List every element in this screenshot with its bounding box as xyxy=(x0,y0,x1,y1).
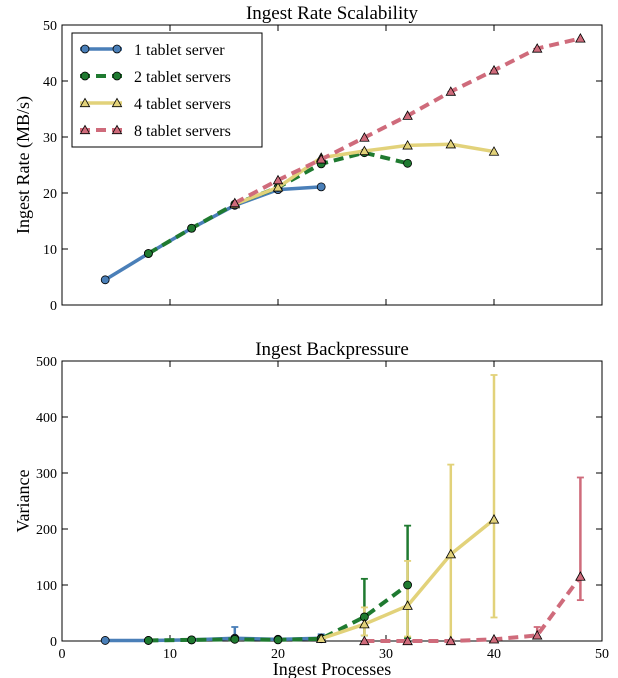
rate-plot-frame xyxy=(61,24,603,306)
rate-8-tablet-servers-point xyxy=(488,64,500,75)
backpressure-x-tick-label: 40 xyxy=(487,647,501,662)
legend-2-tablet-servers-label: 2 tablet servers xyxy=(134,69,231,86)
rate-4-tablet-servers-point xyxy=(272,181,284,192)
backpressure-1-tablet-server-point xyxy=(100,636,110,645)
legend-8-tablet-servers-marker xyxy=(79,124,91,135)
rate-8-tablet-servers-point xyxy=(445,86,457,96)
legend-1-tablet-server-marker xyxy=(80,44,90,54)
legend-4-tablet-servers-marker xyxy=(79,97,91,108)
backpressure-4-tablet-servers-point xyxy=(315,633,327,643)
legend-2-tablet-servers-marker xyxy=(80,71,90,81)
rate-y-tick-label: 20 xyxy=(43,187,57,202)
rate-8-tablet-servers-point xyxy=(272,174,284,185)
backpressure-2-tablet-servers-point xyxy=(230,634,240,644)
rate-8-tablet-servers-point xyxy=(531,43,543,53)
rate-8-tablet-servers-point xyxy=(575,33,586,43)
backpressure-8-tablet-servers-point xyxy=(445,635,457,646)
rate-y-tick-label: 0 xyxy=(50,299,57,314)
backpressure-2-tablet-servers-point xyxy=(143,636,153,645)
backpressure-2-tablet-servers-point xyxy=(273,635,283,645)
rate-2-tablet-servers-point xyxy=(403,158,413,168)
legend-1-tablet-server-marker xyxy=(112,44,122,54)
rate-8-tablet-servers-point xyxy=(359,132,370,142)
backpressure-y-tick-label: 400 xyxy=(36,411,57,426)
backpressure-4-tablet-servers-point xyxy=(359,618,370,629)
rate-1-tablet-server-line xyxy=(104,185,322,282)
backpressure-8-tablet-servers-line xyxy=(364,575,583,643)
backpressure-4-tablet-servers-point xyxy=(402,600,413,610)
rate-y-tick-label: 10 xyxy=(43,243,57,258)
backpressure-x-tick-label: 0 xyxy=(59,647,66,662)
ingest-backpressure-x-axis-label: Ingest Processes xyxy=(273,659,391,678)
backpressure-y-tick-label: 200 xyxy=(36,523,57,538)
backpressure-8-tablet-servers-point xyxy=(402,635,413,646)
backpressure-x-tick-label: 10 xyxy=(163,647,177,662)
rate-8-tablet-servers-point xyxy=(315,153,327,164)
backpressure-x-tick-label: 50 xyxy=(595,647,609,662)
ingest-backpressure-title: Ingest Backpressure xyxy=(255,339,409,360)
legend-2-tablet-servers-marker xyxy=(112,71,122,81)
rate-1-tablet-server-point xyxy=(316,182,326,192)
legend-4-tablet-servers-label: 4 tablet servers xyxy=(134,96,231,113)
backpressure-8-tablet-servers-point xyxy=(488,633,500,644)
backpressure-plot-frame xyxy=(61,360,603,642)
backpressure-4-tablet-servers-point xyxy=(445,548,457,559)
rate-1-tablet-server-point xyxy=(100,275,110,285)
rate-2-tablet-servers-point xyxy=(187,223,197,233)
rate-y-tick-label: 30 xyxy=(43,131,57,146)
rate-8-tablet-servers-point xyxy=(229,197,241,208)
backpressure-y-tick-label: 100 xyxy=(36,579,57,594)
ingest-rate-y-axis-label: Ingest Rate (MB/s) xyxy=(13,96,34,234)
backpressure-y-tick-label: 500 xyxy=(36,355,57,370)
rate-y-tick-label: 50 xyxy=(43,19,57,34)
rate-4-tablet-servers-point xyxy=(359,145,370,156)
rate-8-tablet-servers-point xyxy=(402,110,413,120)
backpressure-y-tick-label: 0 xyxy=(50,635,57,650)
rate-8-tablet-servers-line xyxy=(233,36,581,205)
legend: 1 tablet server 2 tablet servers 4 tablet … xyxy=(71,32,263,148)
rate-y-tick-label: 40 xyxy=(43,75,57,90)
backpressure-x-tick-label: 30 xyxy=(379,647,393,662)
legend-8-tablet-servers-label: 8 tablet servers xyxy=(134,123,231,140)
backpressure-2-tablet-servers-point xyxy=(403,580,413,590)
ingest-rate-title: Ingest Rate Scalability xyxy=(246,3,419,24)
rate-4-tablet-servers-point xyxy=(445,138,457,149)
backpressure-2-tablet-servers-line xyxy=(148,583,409,643)
rate-2-tablet-servers-point xyxy=(143,249,153,258)
backpressure-y-tick-label: 300 xyxy=(36,467,57,482)
ingest-backpressure-panel: Ingest Backpressure Variance Ingest Proc… xyxy=(13,339,609,678)
backpressure-x-tick-label: 20 xyxy=(271,647,285,662)
rate-4-tablet-servers-point xyxy=(402,139,413,150)
legend-4-tablet-servers-marker xyxy=(111,97,123,108)
ingest-rate-panel: Ingest Rate Scalability Ingest Rate (MB/… xyxy=(13,3,603,314)
ingest-backpressure-y-axis-label: Variance xyxy=(13,470,33,533)
legend-8-tablet-servers-marker xyxy=(111,124,123,135)
legend-1-tablet-server-label: 1 tablet server xyxy=(134,42,225,59)
backpressure-8-tablet-servers-point xyxy=(531,629,543,640)
backpressure-8-tablet-servers-point xyxy=(575,571,586,581)
backpressure-8-tablet-servers-point xyxy=(359,635,370,646)
rate-4-tablet-servers-point xyxy=(488,146,500,156)
backpressure-4-tablet-servers-point xyxy=(488,514,500,524)
backpressure-2-tablet-servers-point xyxy=(187,635,197,645)
rate-2-tablet-servers-line xyxy=(147,150,409,256)
